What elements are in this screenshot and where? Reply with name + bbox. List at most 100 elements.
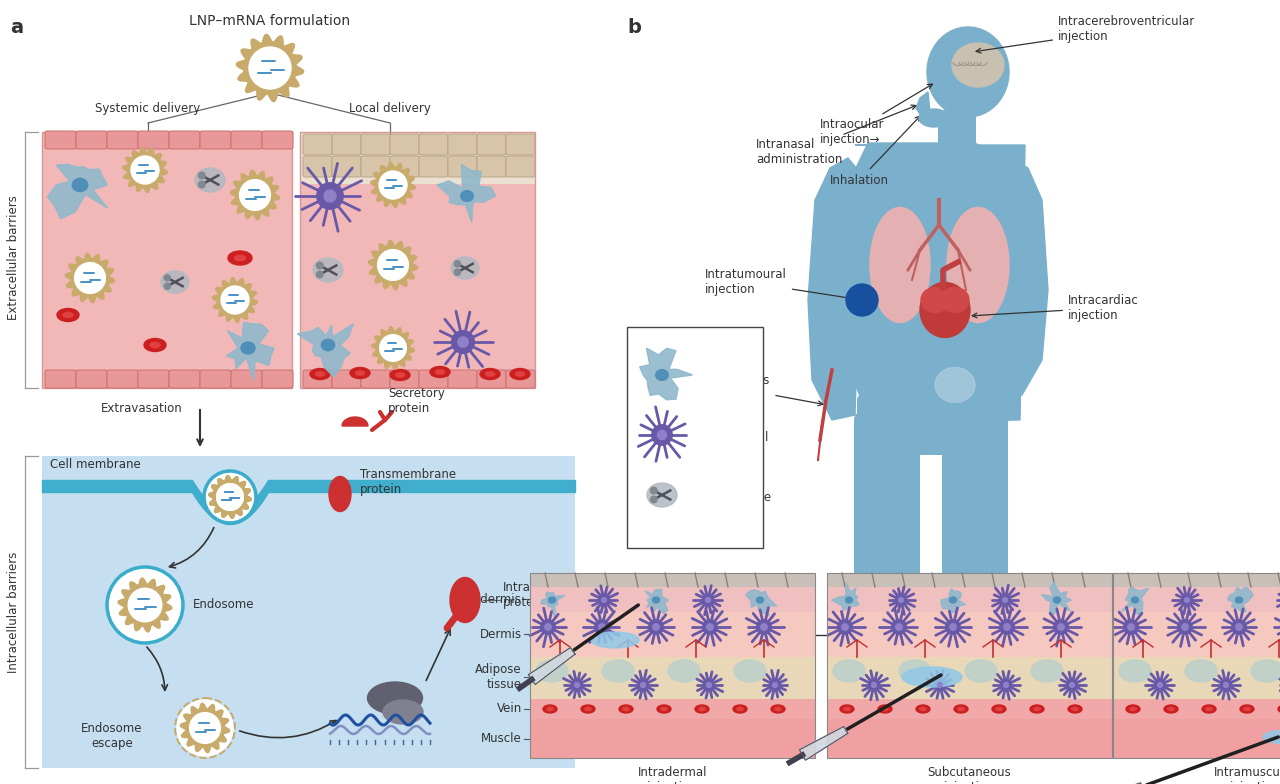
Ellipse shape — [941, 288, 969, 313]
Circle shape — [1221, 680, 1231, 691]
Ellipse shape — [234, 256, 246, 261]
Circle shape — [458, 337, 468, 347]
FancyBboxPatch shape — [262, 131, 293, 149]
Circle shape — [703, 620, 717, 634]
Polygon shape — [65, 253, 115, 303]
FancyBboxPatch shape — [827, 719, 1112, 758]
Text: Muscle: Muscle — [481, 732, 522, 746]
Ellipse shape — [947, 208, 1009, 322]
Circle shape — [842, 624, 849, 630]
Circle shape — [316, 271, 323, 278]
Ellipse shape — [771, 705, 785, 713]
Polygon shape — [212, 278, 257, 322]
FancyBboxPatch shape — [530, 699, 815, 719]
Polygon shape — [209, 476, 251, 518]
Polygon shape — [845, 143, 1039, 440]
Circle shape — [704, 680, 714, 691]
Circle shape — [707, 624, 713, 630]
Circle shape — [1184, 597, 1189, 602]
Text: Dendritic cell: Dendritic cell — [690, 430, 768, 444]
FancyBboxPatch shape — [361, 156, 390, 177]
Polygon shape — [1121, 588, 1148, 615]
Ellipse shape — [1132, 597, 1138, 603]
Circle shape — [177, 700, 233, 756]
Circle shape — [703, 594, 713, 605]
Ellipse shape — [547, 707, 553, 710]
Polygon shape — [371, 327, 415, 369]
FancyBboxPatch shape — [76, 131, 108, 149]
Ellipse shape — [1235, 597, 1243, 603]
Circle shape — [756, 620, 771, 634]
FancyBboxPatch shape — [1114, 587, 1280, 612]
Text: a: a — [10, 18, 23, 37]
Circle shape — [1124, 620, 1138, 634]
Ellipse shape — [952, 43, 1004, 87]
Circle shape — [109, 569, 180, 641]
Ellipse shape — [737, 707, 744, 710]
Text: Intranasal
administration: Intranasal administration — [756, 105, 916, 166]
Ellipse shape — [840, 705, 854, 713]
Ellipse shape — [833, 660, 865, 682]
Circle shape — [1001, 680, 1011, 691]
Ellipse shape — [950, 597, 956, 603]
Polygon shape — [297, 324, 353, 377]
Text: Local delivery: Local delivery — [349, 102, 431, 115]
Circle shape — [378, 249, 408, 281]
FancyBboxPatch shape — [303, 134, 332, 155]
FancyBboxPatch shape — [477, 156, 506, 177]
Ellipse shape — [349, 368, 370, 379]
Ellipse shape — [916, 705, 931, 713]
Ellipse shape — [695, 705, 709, 713]
Circle shape — [1155, 680, 1165, 691]
Ellipse shape — [922, 288, 948, 313]
Text: Vein: Vein — [497, 702, 522, 716]
Circle shape — [640, 683, 645, 688]
FancyBboxPatch shape — [108, 131, 138, 149]
FancyBboxPatch shape — [506, 134, 535, 155]
Polygon shape — [1228, 587, 1253, 612]
Circle shape — [896, 594, 906, 605]
Ellipse shape — [920, 707, 927, 710]
Circle shape — [937, 683, 942, 688]
Ellipse shape — [844, 707, 850, 710]
Circle shape — [198, 181, 205, 188]
FancyBboxPatch shape — [390, 134, 419, 155]
FancyBboxPatch shape — [858, 395, 1005, 455]
Ellipse shape — [451, 257, 479, 279]
Circle shape — [454, 269, 461, 275]
Ellipse shape — [1164, 705, 1178, 713]
FancyBboxPatch shape — [230, 370, 262, 388]
Circle shape — [595, 620, 609, 634]
Circle shape — [652, 425, 672, 445]
FancyBboxPatch shape — [530, 573, 815, 587]
Circle shape — [317, 183, 343, 209]
FancyBboxPatch shape — [76, 370, 108, 388]
Ellipse shape — [902, 667, 963, 687]
FancyBboxPatch shape — [827, 612, 1112, 657]
Ellipse shape — [756, 597, 763, 603]
Text: Intradermal
injection: Intradermal injection — [637, 766, 708, 784]
Polygon shape — [1005, 158, 1048, 395]
Ellipse shape — [1277, 705, 1280, 713]
Circle shape — [1181, 594, 1193, 605]
FancyBboxPatch shape — [300, 132, 535, 184]
Ellipse shape — [356, 371, 365, 376]
Circle shape — [1224, 683, 1229, 688]
Ellipse shape — [430, 366, 451, 378]
Ellipse shape — [435, 370, 444, 374]
Circle shape — [760, 624, 767, 630]
Circle shape — [1178, 620, 1192, 634]
Circle shape — [869, 680, 879, 691]
Ellipse shape — [1167, 707, 1174, 710]
Circle shape — [1070, 683, 1074, 688]
FancyBboxPatch shape — [332, 156, 361, 177]
Text: Endonuclease: Endonuclease — [690, 491, 772, 503]
Polygon shape — [832, 583, 859, 611]
Circle shape — [216, 484, 243, 510]
Circle shape — [575, 683, 580, 688]
FancyBboxPatch shape — [45, 370, 76, 388]
Circle shape — [1057, 624, 1064, 630]
Circle shape — [896, 624, 902, 630]
Polygon shape — [1042, 583, 1071, 614]
Ellipse shape — [1068, 705, 1082, 713]
